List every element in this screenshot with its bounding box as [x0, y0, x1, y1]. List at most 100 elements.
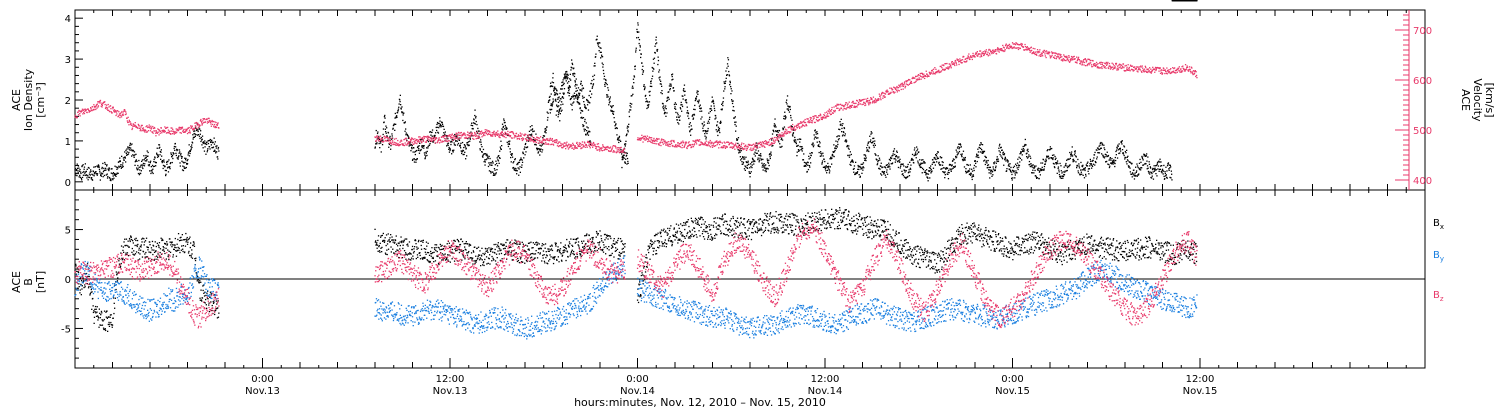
density-point — [627, 131, 629, 133]
density-point — [998, 145, 1001, 147]
density-point — [617, 137, 619, 140]
density-point — [473, 122, 476, 124]
density-point — [1100, 147, 1102, 149]
velocity-point — [434, 138, 437, 141]
density-point — [568, 90, 570, 92]
density-point — [484, 164, 486, 166]
density-point — [820, 155, 822, 157]
density-point — [563, 92, 565, 94]
density-point — [458, 137, 460, 139]
velocity-point — [869, 103, 871, 105]
density-point — [774, 126, 776, 128]
velocity-point — [416, 139, 418, 141]
density-point — [1062, 171, 1064, 173]
density-point — [743, 168, 746, 170]
density-point — [99, 170, 101, 172]
density-point — [485, 154, 487, 156]
density-point — [777, 139, 780, 142]
density-point — [694, 99, 696, 102]
density-point — [77, 172, 79, 174]
density-point — [985, 156, 987, 159]
velocity-point — [618, 149, 620, 151]
density-point — [174, 142, 176, 145]
velocity-point — [215, 125, 217, 128]
velocity-point — [152, 132, 154, 134]
velocity-point — [93, 109, 95, 111]
density-point — [181, 169, 184, 171]
velocity-point — [825, 117, 827, 119]
density-point — [562, 103, 564, 105]
velocity-point — [215, 121, 217, 124]
density-point — [1064, 171, 1066, 173]
density-point — [1152, 167, 1154, 170]
velocity-point — [838, 109, 841, 111]
density-point — [396, 112, 399, 114]
velocity-point — [109, 110, 111, 113]
velocity-point — [729, 142, 731, 144]
density-point — [588, 101, 590, 103]
density-point — [163, 161, 165, 163]
velocity-point — [712, 142, 714, 144]
density-point — [1159, 161, 1161, 163]
density-point — [585, 134, 587, 136]
density-point — [171, 161, 173, 164]
velocity-point — [155, 130, 157, 132]
density-point — [629, 102, 631, 105]
density-point — [551, 105, 553, 107]
density-point — [1005, 158, 1007, 160]
density-point — [202, 147, 204, 149]
density-point — [190, 149, 192, 151]
velocity-point — [194, 122, 196, 124]
density-point — [606, 96, 608, 98]
density-segment-1 — [374, 35, 629, 176]
velocity-point — [777, 139, 779, 141]
density-point — [115, 173, 117, 175]
density-point — [629, 109, 631, 111]
velocity-point — [461, 134, 463, 136]
density-point — [1066, 169, 1068, 172]
density-point — [958, 148, 960, 150]
density-point — [697, 93, 699, 95]
velocity-point — [583, 141, 586, 143]
density-point — [1067, 158, 1069, 160]
density-point — [218, 150, 220, 152]
velocity-point — [168, 131, 170, 134]
velocity-point — [891, 88, 893, 90]
density-point — [666, 112, 668, 114]
velocity-point — [477, 137, 479, 139]
density-point — [469, 138, 471, 140]
density-point — [661, 93, 663, 95]
density-point — [209, 138, 211, 141]
density-point — [635, 47, 637, 49]
density-point — [688, 126, 690, 128]
density-point — [773, 123, 776, 125]
density-point — [907, 175, 909, 178]
velocity-point — [404, 138, 406, 140]
density-point — [582, 124, 584, 126]
density-point — [193, 130, 195, 132]
velocity-point — [476, 135, 478, 137]
density-point — [968, 169, 970, 172]
density-point — [654, 45, 656, 47]
density-point — [918, 163, 920, 165]
density-point — [185, 166, 187, 169]
density-point — [936, 158, 939, 160]
density-point — [765, 169, 767, 171]
density-point — [971, 176, 973, 178]
velocity-point — [823, 114, 825, 116]
density-point — [428, 144, 431, 146]
density-point — [511, 154, 513, 156]
density-point — [1141, 156, 1143, 159]
density-point — [563, 82, 565, 85]
density-point — [179, 151, 181, 153]
density-point — [867, 149, 869, 151]
velocity-point — [434, 142, 436, 144]
density-point — [825, 167, 827, 169]
velocity-point — [796, 127, 798, 129]
density-point — [1063, 174, 1066, 176]
density-point — [1130, 173, 1132, 175]
velocity-point — [636, 139, 639, 141]
velocity-point — [487, 131, 489, 133]
velocity-point — [793, 128, 795, 130]
velocity-point — [86, 111, 88, 114]
